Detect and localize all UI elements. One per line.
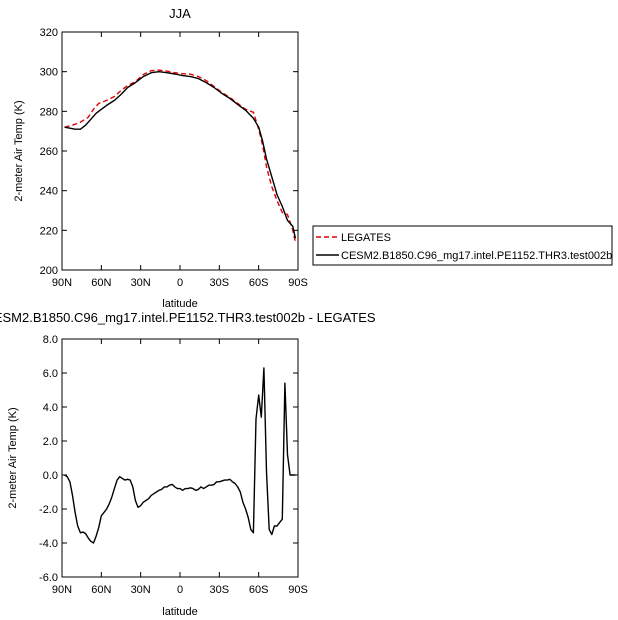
top-series-group — [64, 69, 297, 243]
top-y-tick-label: 220 — [40, 225, 58, 237]
bottom-x-tick-label: 30S — [210, 584, 230, 596]
top-x-tick-label: 30N — [131, 277, 151, 289]
bottom-x-axis-label: latitude — [162, 606, 197, 618]
top-chart-title: JJA — [169, 6, 191, 21]
bottom-y-tick-label: -4.0 — [39, 538, 58, 550]
bottom-y-tick-label: 4.0 — [43, 402, 58, 414]
top-panel: JJA 2-meter Air Temp (K) latitude 90N 60N… — [13, 6, 308, 310]
bottom-series-group — [64, 367, 296, 544]
legend-label-cesm2: CESM2.B1850.C96_mg17.intel.PE1152.THR3.t… — [341, 250, 612, 262]
bottom-x-tick-label: 90N — [52, 584, 72, 596]
bottom-panel: CESM2.B1850.C96_mg17.intel.PE1152.THR3.t… — [0, 310, 376, 618]
top-x-tick-label: 60S — [249, 277, 269, 289]
top-x-tick-label: 60N — [91, 277, 111, 289]
top-y-tick-label: 240 — [40, 186, 58, 198]
bottom-x-tick-label: 60N — [91, 584, 111, 596]
bottom-y-axis-label: 2-meter Air Temp (K) — [7, 407, 19, 508]
top-y-tick-label: 260 — [40, 146, 58, 158]
top-series-line-0 — [64, 69, 297, 243]
bottom-y-tick-label: -6.0 — [39, 572, 58, 584]
bottom-y-tick-label: 0.0 — [43, 470, 58, 482]
top-y-tick-label: 320 — [40, 27, 58, 39]
top-x-tick-label: 30S — [210, 277, 230, 289]
top-plot-frame — [61, 31, 299, 271]
bottom-ticks: 90N 60N 30N 0 30S 60S 90S -6.0 -4.0 -2.0 0.0 2.0 4.0… — [39, 334, 308, 596]
top-y-tick-label: 200 — [40, 265, 58, 277]
top-x-tick-label: 0 — [177, 277, 183, 289]
bottom-x-tick-label: 0 — [177, 584, 183, 596]
top-y-tick-label: 280 — [40, 106, 58, 118]
bottom-series-line-0 — [64, 367, 296, 544]
top-y-tick-label: 300 — [40, 67, 58, 79]
bottom-x-tick-label: 60S — [249, 584, 269, 596]
bottom-y-tick-label: 6.0 — [43, 368, 58, 380]
top-x-axis-label: latitude — [162, 298, 197, 310]
bottom-y-tick-label: -2.0 — [39, 504, 58, 516]
top-x-tick-label: 90N — [52, 277, 72, 289]
top-x-tick-label: 90S — [288, 277, 308, 289]
top-ticks: 90N 60N 30N 0 30S 60S 90S 200 220 240 260 280 300 320 — [40, 27, 308, 289]
legend-label-legates: LEGATES — [341, 232, 391, 244]
bottom-plot-frame — [61, 338, 299, 578]
top-series-line-1 — [64, 70, 297, 239]
bottom-y-tick-label: 8.0 — [43, 334, 58, 346]
legend: LEGATES CESM2.B1850.C96_mg17.intel.PE115… — [312, 225, 613, 266]
bottom-x-tick-label: 90S — [288, 584, 308, 596]
top-y-axis-label: 2-meter Air Temp (K) — [13, 100, 25, 201]
legend-box — [312, 225, 613, 266]
bottom-y-tick-label: 2.0 — [43, 436, 58, 448]
bottom-chart-title: CESM2.B1850.C96_mg17.intel.PE1152.THR3.t… — [0, 310, 376, 325]
bottom-x-tick-label: 30N — [131, 584, 151, 596]
